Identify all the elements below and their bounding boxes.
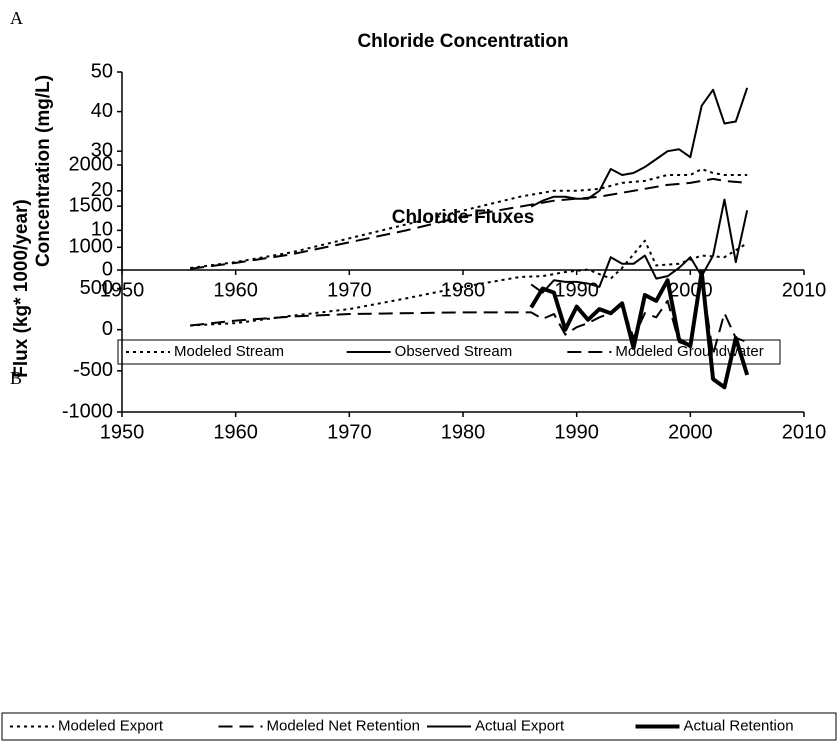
x-tick-label: 1970 xyxy=(327,421,372,443)
x-tick-label: 1960 xyxy=(213,279,258,301)
y-tick-label: 20 xyxy=(91,179,113,201)
y-tick-label: 10 xyxy=(91,219,113,241)
y-tick-label: -500 xyxy=(73,359,113,381)
x-tick-label: 2010 xyxy=(782,279,827,301)
y-tick-label: 50 xyxy=(91,60,113,82)
series-line xyxy=(530,87,749,208)
legend-box xyxy=(117,339,781,365)
chart-title: Chloride Concentration xyxy=(357,31,568,52)
y-tick-label: 2000 xyxy=(69,153,114,175)
legend-label: Observed Stream xyxy=(395,343,513,360)
x-tick-label: 1960 xyxy=(213,421,258,443)
legend-label: Actual Retention xyxy=(684,717,794,734)
y-axis-label: Concentration (mg/L) xyxy=(33,75,54,267)
y-tick-label: 500 xyxy=(80,277,113,299)
x-tick-label: 2010 xyxy=(782,421,827,443)
x-tick-label: 1990 xyxy=(554,421,599,443)
x-tick-label: 1970 xyxy=(327,279,372,301)
chart-title: Chloride Fluxes xyxy=(392,207,535,228)
y-tick-label: 0 xyxy=(102,318,113,340)
x-tick-label: 1990 xyxy=(554,279,599,301)
y-tick-label: 0 xyxy=(102,258,113,280)
legend-box xyxy=(1,712,837,741)
legend-label: Modeled Stream xyxy=(174,343,284,360)
y-tick-label: 1000 xyxy=(69,236,114,258)
series-line xyxy=(190,177,748,270)
series-line xyxy=(529,270,750,390)
y-axis-label: Flux (kg* 1000/year) xyxy=(11,199,32,377)
panel-label: A xyxy=(10,8,23,28)
legend-label: Actual Export xyxy=(475,717,565,734)
series-line xyxy=(190,168,748,270)
legend-label: Modeled Groundwater xyxy=(615,343,763,360)
legend-label: Modeled Export xyxy=(58,717,164,734)
x-tick-label: 2000 xyxy=(668,421,713,443)
x-tick-label: 1950 xyxy=(100,421,145,443)
panel-label: B xyxy=(10,368,22,388)
y-tick-label: 1500 xyxy=(69,194,114,216)
legend-label: Modeled Net Retention xyxy=(267,717,420,734)
y-tick-label: -1000 xyxy=(62,400,113,422)
x-tick-label: 1980 xyxy=(441,421,486,443)
y-tick-label: 40 xyxy=(91,100,113,122)
series-line xyxy=(530,198,749,294)
y-tick-label: 30 xyxy=(91,139,113,161)
